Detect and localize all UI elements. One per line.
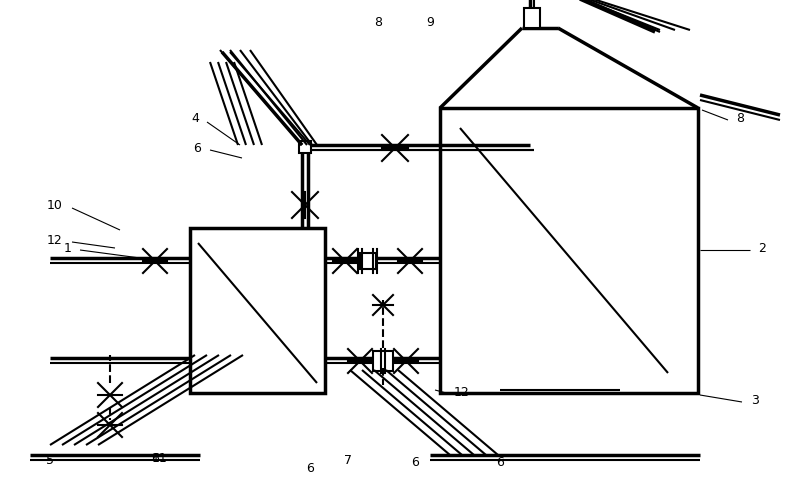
Bar (373, 351, 393, 371)
Text: 12: 12 (47, 234, 63, 247)
Text: 8: 8 (736, 112, 744, 124)
Text: 6: 6 (151, 452, 159, 464)
Text: 10: 10 (47, 199, 63, 211)
Text: 11: 11 (152, 452, 168, 464)
Text: 2: 2 (758, 242, 766, 254)
Text: 8: 8 (374, 15, 382, 29)
Text: 12: 12 (454, 385, 470, 399)
Text: 9: 9 (426, 15, 434, 29)
Text: 6: 6 (306, 461, 314, 475)
Text: 1: 1 (64, 242, 72, 254)
Bar (190, 228, 325, 393)
Text: 6: 6 (411, 455, 419, 468)
Text: 4: 4 (191, 112, 199, 124)
Text: 7: 7 (344, 453, 352, 466)
Text: 5: 5 (46, 453, 54, 466)
Text: 6: 6 (193, 141, 201, 155)
Bar (440, 108, 698, 393)
Text: 3: 3 (751, 394, 759, 407)
Bar (299, 141, 311, 153)
Bar (524, 8, 540, 28)
Text: 6: 6 (496, 455, 504, 468)
Bar (360, 253, 376, 269)
